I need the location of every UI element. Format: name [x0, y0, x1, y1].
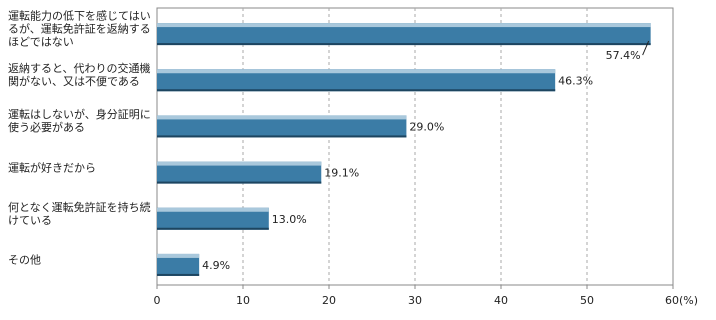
category-label: 返納すると、代わりの交通機関がない、又は不便である [8, 62, 151, 89]
bar-shadow [157, 43, 651, 46]
x-tick-label: 20 [322, 294, 336, 307]
category-label: その他 [8, 253, 41, 267]
leader-line [642, 40, 650, 56]
bar [157, 161, 322, 184]
value-label: 57.4% [606, 49, 641, 62]
bar-shadow [157, 273, 200, 276]
category-label: 運転はしないが、身分証明に使う必要がある [8, 108, 151, 135]
bar-highlight [157, 115, 407, 120]
bar [157, 23, 651, 46]
bar-highlight [157, 253, 200, 258]
bar-highlight [157, 69, 556, 74]
x-tick-label: 10 [236, 294, 250, 307]
value-label: 4.9% [202, 259, 230, 272]
category-label: 運転が好きだから [8, 161, 96, 175]
value-label: 19.1% [324, 167, 359, 180]
bar-shadow [157, 227, 269, 230]
value-label: 46.3% [558, 74, 593, 87]
x-tick-label: 30 [408, 294, 422, 307]
bar [157, 115, 407, 138]
x-tick-label: 0 [154, 294, 161, 307]
category-label: 何となく運転免許証を持ち続けている [8, 200, 151, 227]
bar-highlight [157, 161, 322, 166]
x-tick-label: 50 [580, 294, 594, 307]
bar [157, 207, 269, 230]
value-label: 29.0% [409, 120, 444, 133]
bar-shadow [157, 135, 407, 138]
bar-shadow [157, 89, 556, 92]
category-label: 運転能力の低下を感じてはいるが、運転免許証を返納するほどではない [8, 9, 151, 49]
x-tick-label: 60(%) [665, 294, 698, 307]
bar-highlight [157, 23, 651, 28]
bar [157, 253, 200, 276]
x-tick-label: 40 [494, 294, 508, 307]
bar-highlight [157, 207, 269, 212]
value-label: 13.0% [272, 213, 307, 226]
bar-shadow [157, 181, 322, 184]
bar [157, 69, 556, 92]
